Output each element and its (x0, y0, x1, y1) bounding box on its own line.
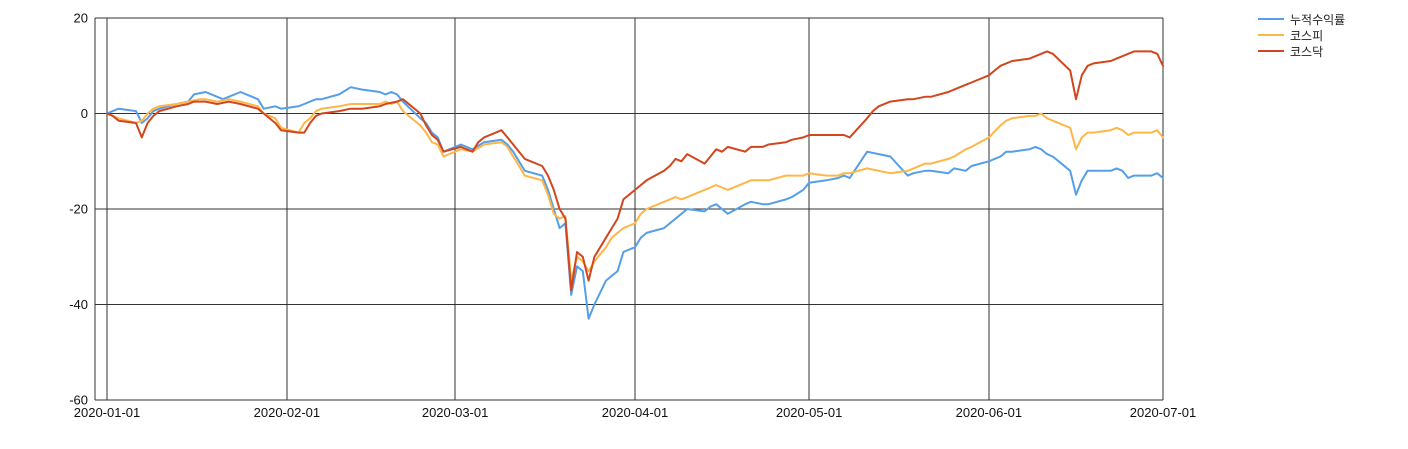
x-tick-label: 2020-05-01 (776, 405, 843, 420)
x-tick-label: 2020-04-01 (602, 405, 669, 420)
legend-label-cumulative-return: 누적수익률 (1290, 12, 1346, 27)
y-tick-label: -60 (69, 393, 88, 408)
y-tick-label: 20 (74, 11, 88, 26)
legend-label-kospi: 코스피 (1290, 28, 1324, 43)
legend-swatch-kospi (1258, 34, 1284, 36)
legend-item-cumulative-return[interactable]: 누적수익률 (1258, 12, 1346, 27)
legend-item-kospi[interactable]: 코스피 (1258, 28, 1345, 43)
x-tick-label: 2020-03-01 (422, 405, 489, 420)
x-tick-label: 2020-02-01 (254, 405, 321, 420)
x-tick-label: 2020-07-01 (1130, 405, 1197, 420)
series-line-2 (106, 50, 1164, 292)
x-tick-label: 2020-01-01 (74, 405, 141, 420)
y-tick-label: -40 (69, 297, 88, 312)
series-line-0 (106, 86, 1164, 320)
legend-label-kosdaq: 코스닥 (1290, 44, 1324, 59)
y-tick-label: -20 (69, 202, 88, 217)
x-tick-label: 2020-06-01 (956, 405, 1023, 420)
y-tick-label: 0 (81, 106, 88, 121)
legend-item-kosdaq[interactable]: 코스닥 (1258, 44, 1345, 59)
series-line-1 (106, 98, 1164, 282)
legend-swatch-kosdaq (1258, 50, 1284, 52)
legend-swatch-cumulative-return (1258, 18, 1284, 20)
chart-legend: 누적수익률 코스피 코스닥 (1258, 12, 1346, 59)
